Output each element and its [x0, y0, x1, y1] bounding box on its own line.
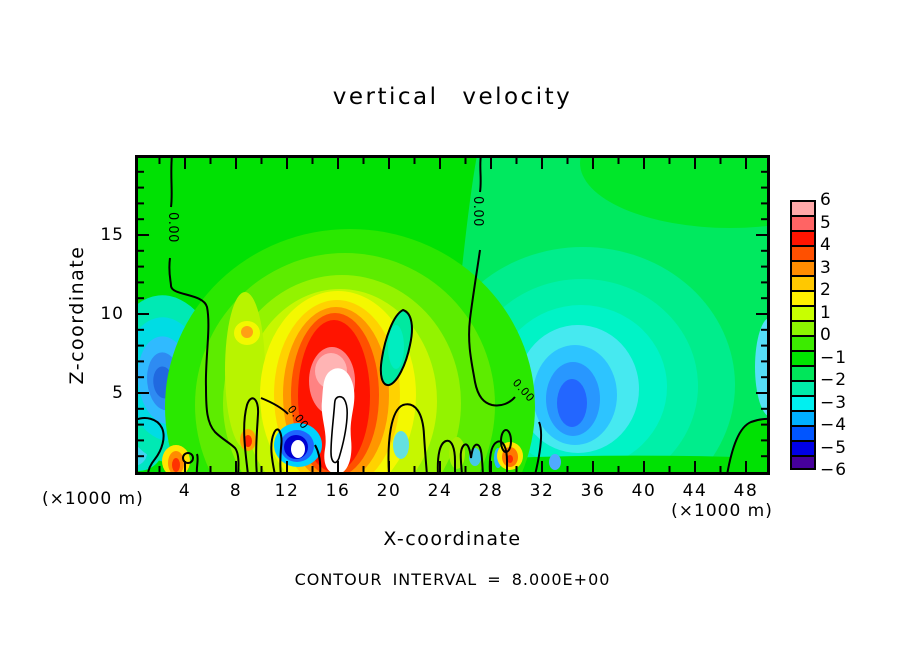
colorbar-cell: [790, 200, 816, 215]
colorbar-cell: [790, 215, 816, 230]
colorbar-tick-label: 3: [820, 257, 832, 278]
colorbar-tick-label: −3: [820, 392, 848, 413]
x-axis-unit: (×1000 m): [671, 501, 773, 521]
y-tick-label: 5: [112, 383, 124, 403]
colorbar-cell: [790, 320, 816, 335]
x-tick-label: 36: [580, 481, 606, 501]
colorbar-cell: [790, 305, 816, 320]
colorbar-tick-label: 4: [820, 235, 832, 255]
colorbar-tick-label: −1: [820, 347, 848, 368]
colorbar-cell: [790, 275, 816, 290]
colorbar-cell: [790, 290, 816, 305]
right-downdraft-core: [557, 379, 587, 427]
zero-contour-label: 0.00: [470, 196, 485, 227]
vertical-velocity-field: 0.00 0.00 0.00 0.00: [135, 155, 770, 475]
x-tick-label: 12: [274, 481, 300, 501]
plot-title: vertical velocity: [332, 84, 573, 110]
colorbar-tick-label: 5: [820, 212, 832, 233]
y-axis-unit: (×1000 m): [42, 489, 144, 509]
colorbar-tick-label: −6: [820, 460, 848, 480]
updraft-offscale-white-core: [321, 368, 355, 475]
x-tick-label: 32: [529, 481, 555, 501]
x-tick-label: 20: [376, 481, 402, 501]
colorbar-tick-label: 2: [820, 280, 832, 300]
colorbar-tick-label: 0: [820, 325, 832, 345]
x-tick-label: 40: [631, 481, 657, 501]
colorbar-cell: [790, 455, 816, 470]
colorbar-cell: [790, 335, 816, 350]
plot-frame: [135, 155, 770, 475]
x-tick-label: 28: [478, 481, 504, 501]
y-tick-label: 10: [100, 304, 124, 324]
colorbar-tick-label: −4: [820, 415, 848, 435]
axis-ticks: [137, 157, 768, 473]
colorbar-cell: [790, 395, 816, 410]
y-tick-label: 15: [100, 225, 124, 245]
colorbar-cell: [790, 380, 816, 395]
colorbar-cell: [790, 350, 816, 365]
x-tick-label: 24: [427, 481, 453, 501]
colorbar-tick-label: −2: [820, 370, 848, 390]
colorbar-tick-label: 1: [820, 302, 832, 323]
x-tick-label: 44: [682, 481, 708, 501]
colorbar-cell: [790, 245, 816, 260]
zero-contour-label: 0.00: [165, 212, 180, 243]
colorbar-cell: [790, 410, 816, 425]
x-tick-label: 16: [325, 481, 351, 501]
colorbar-cell: [790, 425, 816, 440]
colorbar: [790, 200, 816, 470]
colorbar-cell: [790, 260, 816, 275]
colorbar-tick-label: 6: [820, 190, 832, 210]
contour-plot: 0.00 0.00 0.00 0.00: [135, 155, 770, 475]
x-tick-label: 4: [178, 481, 192, 501]
x-tick-label: 8: [229, 481, 243, 501]
colorbar-tick-label: −5: [820, 437, 848, 458]
x-tick-label: 48: [733, 481, 759, 501]
colorbar-cell: [790, 230, 816, 245]
colorbar-cell: [790, 440, 816, 455]
colorbar-cell: [790, 365, 816, 380]
x-axis-title: X-coordinate: [383, 528, 522, 550]
contour-interval-note: CONTOUR INTERVAL = 8.000E+00: [294, 570, 611, 589]
